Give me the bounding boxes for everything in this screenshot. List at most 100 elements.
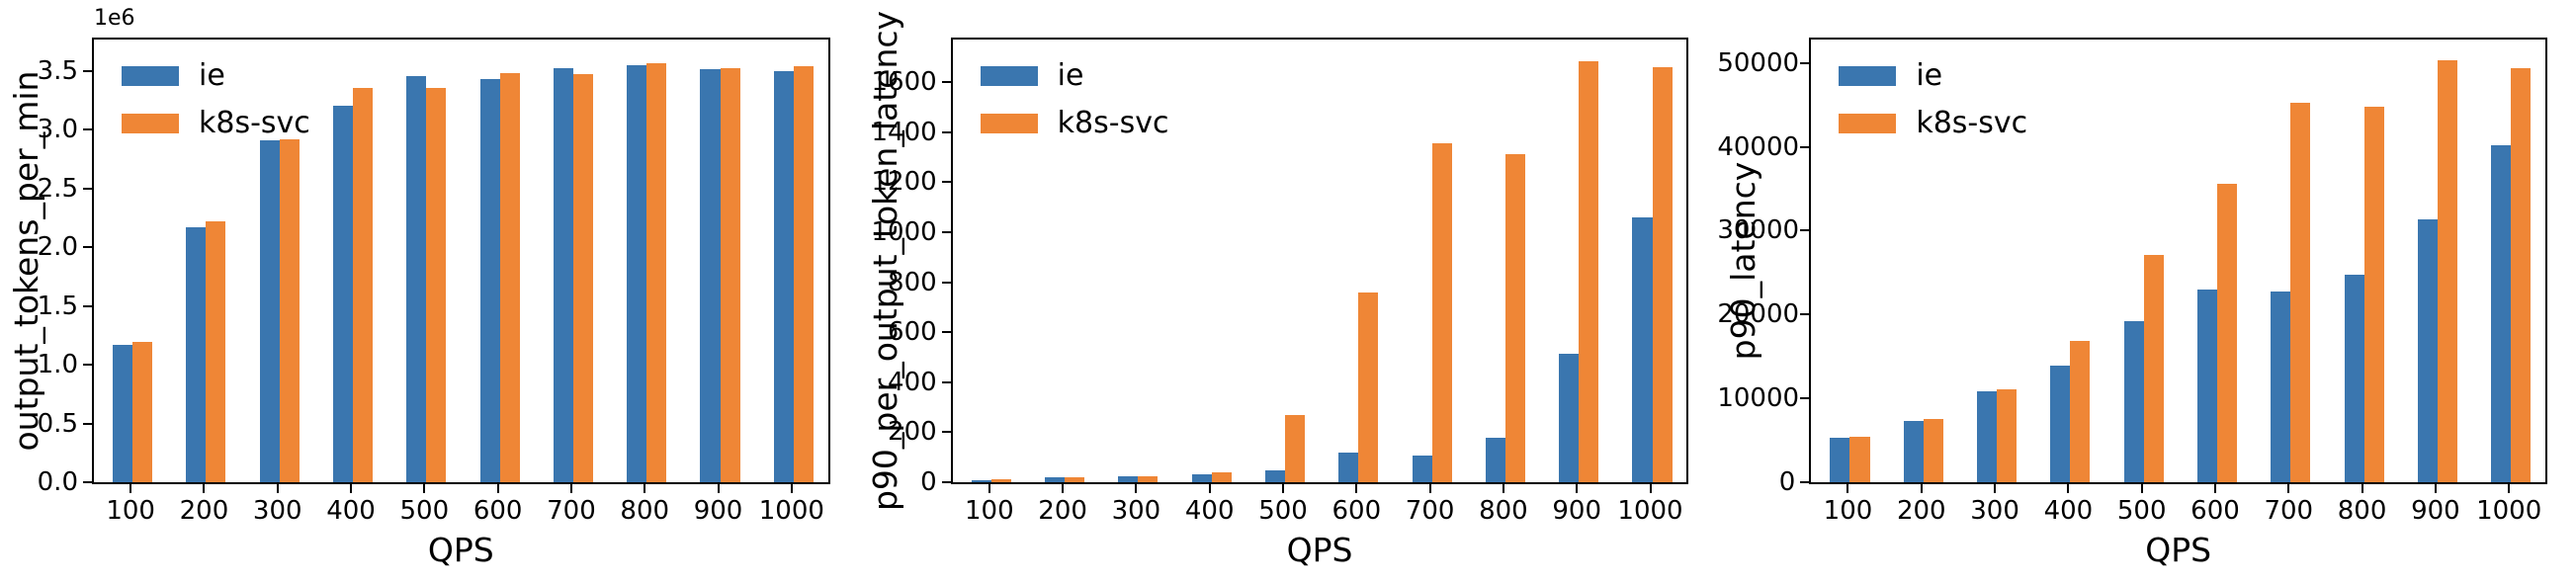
legend: ie k8s-svc xyxy=(980,58,1169,140)
bar-k8s-svc-200 xyxy=(1923,418,1943,482)
legend-label-k8s-svc: k8s-svc xyxy=(199,106,310,140)
y-tick-label: 0 xyxy=(1778,467,1796,497)
y-tick-label: 10000 xyxy=(1717,383,1800,414)
x-tick-label: 700 xyxy=(547,496,596,526)
bar-ie-900 xyxy=(2417,219,2438,482)
bar-k8s-svc-800 xyxy=(2363,106,2384,482)
bar-ie-700 xyxy=(1412,455,1432,482)
x-tick-label: 600 xyxy=(2190,496,2240,526)
legend-swatch-k8s-svc xyxy=(980,114,1038,133)
x-tick-mark xyxy=(350,484,353,493)
bar-k8s-svc-500 xyxy=(426,88,447,482)
bar-ie-200 xyxy=(186,226,207,482)
y-tick-mark xyxy=(1800,397,1810,400)
x-tick-label: 200 xyxy=(179,496,229,526)
x-tick-mark xyxy=(1355,484,1358,493)
x-tick-label: 500 xyxy=(1258,496,1308,526)
bars-layer xyxy=(94,40,828,482)
y-tick-mark xyxy=(83,69,92,72)
bar-ie-500 xyxy=(406,76,427,482)
bar-ie-900 xyxy=(1559,353,1580,482)
x-tick-mark xyxy=(1920,484,1923,493)
bar-k8s-svc-500 xyxy=(2143,255,2164,482)
legend-label-ie: ie xyxy=(199,58,225,93)
x-tick-label: 400 xyxy=(2043,496,2094,526)
bar-ie-400 xyxy=(332,106,354,482)
x-tick-label: 800 xyxy=(2337,496,2387,526)
bar-ie-800 xyxy=(1485,437,1505,482)
bar-ie-600 xyxy=(1338,453,1359,482)
bars-layer xyxy=(1811,40,2545,482)
x-tick-label: 100 xyxy=(964,496,1014,526)
x-tick-mark xyxy=(2140,484,2143,493)
x-tick-mark xyxy=(1282,484,1285,493)
y-axis-label: p90_latency xyxy=(1724,161,1763,361)
x-tick-mark xyxy=(276,484,279,493)
bar-k8s-svc-300 xyxy=(1997,388,2018,482)
bar-k8s-svc-100 xyxy=(990,479,1011,482)
x-tick-label: 200 xyxy=(1896,496,1946,526)
bar-k8s-svc-300 xyxy=(279,138,300,482)
bar-ie-800 xyxy=(627,64,647,482)
x-tick-mark xyxy=(203,484,206,493)
y-tick-label: 40000 xyxy=(1717,131,1800,162)
y-tick-mark xyxy=(83,128,92,131)
y-tick-label: 400 xyxy=(888,367,937,397)
bar-ie-1000 xyxy=(2491,144,2512,482)
x-tick-mark xyxy=(2508,484,2511,493)
bar-k8s-svc-1000 xyxy=(793,65,814,482)
y-tick-label: 600 xyxy=(888,317,937,348)
y-tick-label: 0 xyxy=(920,467,937,497)
x-tick-label: 1000 xyxy=(2476,496,2542,526)
y-tick-mark xyxy=(83,422,92,425)
y-tick-label: 200 xyxy=(888,417,937,448)
bar-ie-200 xyxy=(1045,477,1066,482)
x-tick-label: 1000 xyxy=(758,496,824,526)
x-tick-mark xyxy=(2361,484,2363,493)
plot-area: ie k8s-svc xyxy=(950,38,1689,484)
legend: ie k8s-svc xyxy=(122,61,310,138)
bar-k8s-svc-600 xyxy=(499,72,520,482)
bar-ie-800 xyxy=(2344,275,2364,482)
legend-item-ie: ie xyxy=(1839,61,2027,91)
bar-k8s-svc-100 xyxy=(132,342,153,482)
legend-label-k8s-svc: k8s-svc xyxy=(1057,106,1169,140)
bar-k8s-svc-1000 xyxy=(1652,66,1673,482)
legend-item-ie: ie xyxy=(122,61,310,91)
bar-ie-500 xyxy=(2123,321,2144,482)
bar-ie-500 xyxy=(1264,469,1285,482)
bar-k8s-svc-600 xyxy=(2216,183,2238,482)
x-tick-label: 600 xyxy=(472,496,523,526)
legend-label-ie: ie xyxy=(1916,58,1943,93)
x-tick-mark xyxy=(2067,484,2070,493)
bar-ie-300 xyxy=(259,139,280,482)
y-tick-label: 1.5 xyxy=(37,291,78,321)
y-tick-label: 800 xyxy=(888,267,937,297)
x-tick-mark xyxy=(1135,484,1138,493)
legend-swatch-ie xyxy=(1839,66,1897,86)
legend-label-ie: ie xyxy=(1057,58,1084,93)
y-tick-mark xyxy=(83,481,92,483)
x-tick-label: 500 xyxy=(399,496,450,526)
x-tick-mark xyxy=(987,484,990,493)
y-tick-mark xyxy=(941,380,951,383)
bar-ie-600 xyxy=(479,78,500,482)
bar-ie-1000 xyxy=(773,70,794,482)
y-tick-mark xyxy=(83,304,92,307)
x-tick-label: 800 xyxy=(620,496,670,526)
bar-k8s-svc-500 xyxy=(1285,414,1306,482)
chart-panel-p90-per-output-token-latency: p90_per_output_token_latency ie k8s-svc … xyxy=(859,0,1718,585)
y-tick-mark xyxy=(1800,145,1810,148)
legend-swatch-k8s-svc xyxy=(122,114,179,133)
y-tick-label: 50000 xyxy=(1717,47,1800,78)
x-tick-mark xyxy=(1062,484,1065,493)
bar-ie-600 xyxy=(2196,289,2217,482)
x-tick-label: 400 xyxy=(1184,496,1235,526)
x-tick-mark xyxy=(569,484,572,493)
x-tick-label: 300 xyxy=(1970,496,2019,526)
y-tick-mark xyxy=(83,364,92,366)
bar-k8s-svc-300 xyxy=(1138,475,1159,482)
bar-k8s-svc-700 xyxy=(2290,102,2311,482)
y-tick-mark xyxy=(941,431,951,434)
